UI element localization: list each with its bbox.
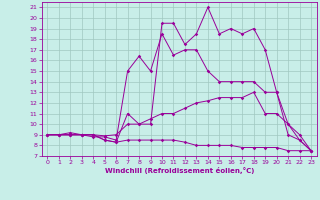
X-axis label: Windchill (Refroidissement éolien,°C): Windchill (Refroidissement éolien,°C) xyxy=(105,167,254,174)
